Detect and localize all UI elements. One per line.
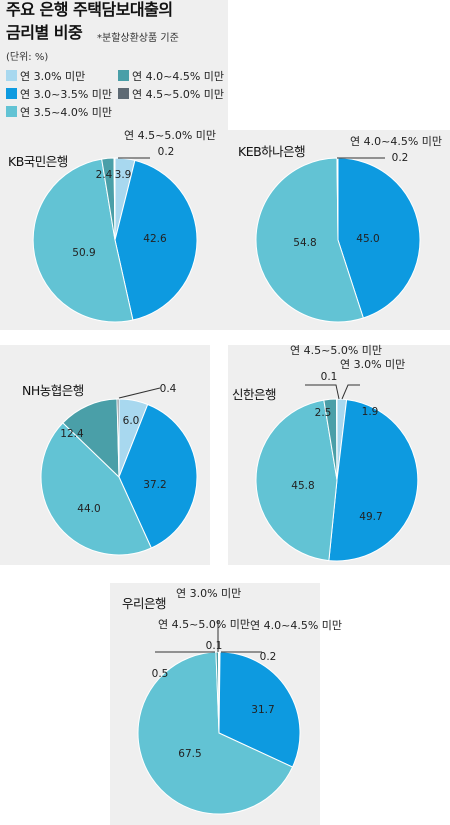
legend-item: 연 3.5~4.0% 미만: [6, 104, 112, 120]
slice-annotation: 연 4.5~5.0% 미만: [158, 618, 250, 631]
pie-slice: [255, 399, 338, 562]
unit-note: (단위: %): [6, 52, 49, 63]
pie-slice: [335, 398, 338, 481]
page-title-line1: 주요 은행 주택담보대출의: [6, 0, 173, 19]
slice-label: 0.5: [152, 668, 169, 680]
pie-slice: [118, 403, 198, 549]
legend: 연 3.0% 미만 연 4.0~4.5% 미만 연 3.0~3.5% 미만 연 …: [6, 68, 266, 122]
slice-label: 44.0: [77, 503, 100, 515]
basis-note: *분할상환상품 기준: [97, 33, 179, 44]
leader-line: [118, 387, 161, 399]
slice-label: 45.8: [291, 480, 314, 492]
legend-label: 연 4.0~4.5% 미만: [132, 70, 225, 83]
slice-label: 31.7: [251, 704, 274, 716]
pie-slice: [113, 157, 116, 241]
legend-swatch: [6, 70, 17, 81]
slice-annotation: 연 4.0~4.5% 미만: [350, 135, 442, 148]
slice-label: 37.2: [143, 479, 166, 491]
pie-slice: [137, 651, 294, 815]
legend-item: 연 3.0~3.5% 미만: [6, 86, 112, 102]
pie-slice: [255, 157, 364, 323]
slice-label: 42.6: [143, 233, 167, 245]
slice-label: 0.2: [392, 152, 409, 164]
chart-title: KEB하나은행: [238, 144, 305, 159]
slice-label: 2.4: [96, 169, 113, 181]
legend-swatch: [118, 88, 129, 99]
legend-label: 연 3.5~4.0% 미만: [20, 106, 113, 119]
pie-chart: KB국민은행 3.9 42.6 50.9 2.4 0.2 연 4.5~5.0% 미만: [8, 129, 216, 323]
chart-title: 우리은행: [122, 596, 166, 611]
pie-slice: [328, 399, 419, 562]
legend-swatch: [118, 70, 129, 81]
slice-label: 49.7: [359, 511, 382, 523]
legend-label: 연 3.0~3.5% 미만: [20, 88, 113, 101]
slice-annotation: 연 3.0% 미만: [340, 358, 405, 371]
slice-label: 3.9: [115, 169, 132, 181]
pie-slice: [337, 157, 421, 319]
slice-label: 0.2: [158, 146, 175, 158]
pie-chart: NH농협은행 6.0 37.2 44.0 12.4 0.4: [22, 383, 198, 556]
slice-annotation: 연 4.5~5.0% 미만: [290, 344, 382, 357]
slice-label: 54.8: [293, 237, 316, 249]
slice-label: 6.0: [123, 415, 140, 427]
legend-item: 연 4.0~4.5% 미만: [118, 68, 224, 84]
slice-label: 0.1: [206, 640, 223, 652]
slice-annotation: 연 3.0% 미만: [176, 587, 241, 600]
chart-title: KB국민은행: [8, 154, 68, 169]
legend-label: 연 4.5~5.0% 미만: [132, 88, 225, 101]
pie-slice: [217, 651, 220, 734]
slice-annotation: 연 4.5~5.0% 미만: [124, 129, 216, 142]
pie-slice: [40, 422, 152, 556]
leader-line: [341, 384, 360, 400]
pie-slice: [62, 398, 120, 479]
pie-slice: [218, 651, 301, 768]
chart-title: NH농협은행: [22, 383, 84, 398]
page-title-line2: 금리별 비중: [6, 23, 83, 42]
leader-line: [305, 384, 340, 400]
pie-slice: [114, 159, 198, 321]
pie-slice: [116, 398, 120, 478]
legend-item: 연 4.5~5.0% 미만: [118, 86, 224, 102]
chart-title: 신한은행: [232, 387, 276, 402]
legend-label: 연 3.0% 미만: [20, 70, 86, 83]
slice-label: 0.1: [321, 371, 338, 383]
legend-swatch: [6, 106, 17, 117]
slice-label: 50.9: [72, 247, 95, 259]
slice-annotation: 연 4.0~4.5% 미만: [250, 619, 342, 632]
pie-chart: KEB하나은행 45.0 54.8 0.2 연 4.0~4.5% 미만: [238, 135, 442, 323]
slice-label: 67.5: [178, 748, 201, 760]
legend-item: 연 3.0% 미만: [6, 68, 85, 84]
slice-label: 2.5: [315, 407, 332, 419]
slice-label: 0.2: [260, 651, 277, 663]
slice-label: 0.4: [160, 383, 177, 395]
slice-label: 1.9: [362, 406, 379, 418]
slice-label: 12.4: [60, 428, 84, 440]
slice-label: 45.0: [356, 233, 379, 245]
pie-chart: 우리은행 0.2 31.7 67.5 0.5 0.1 연 4.5~5.0% 미만 연 4.0~…: [122, 587, 342, 815]
pie-chart: 신한은행 1.9 49.7 45.8 2.5 0.1 연 4.5~5.0% 미만연 3.0%…: [232, 344, 419, 562]
legend-swatch: [6, 88, 17, 99]
